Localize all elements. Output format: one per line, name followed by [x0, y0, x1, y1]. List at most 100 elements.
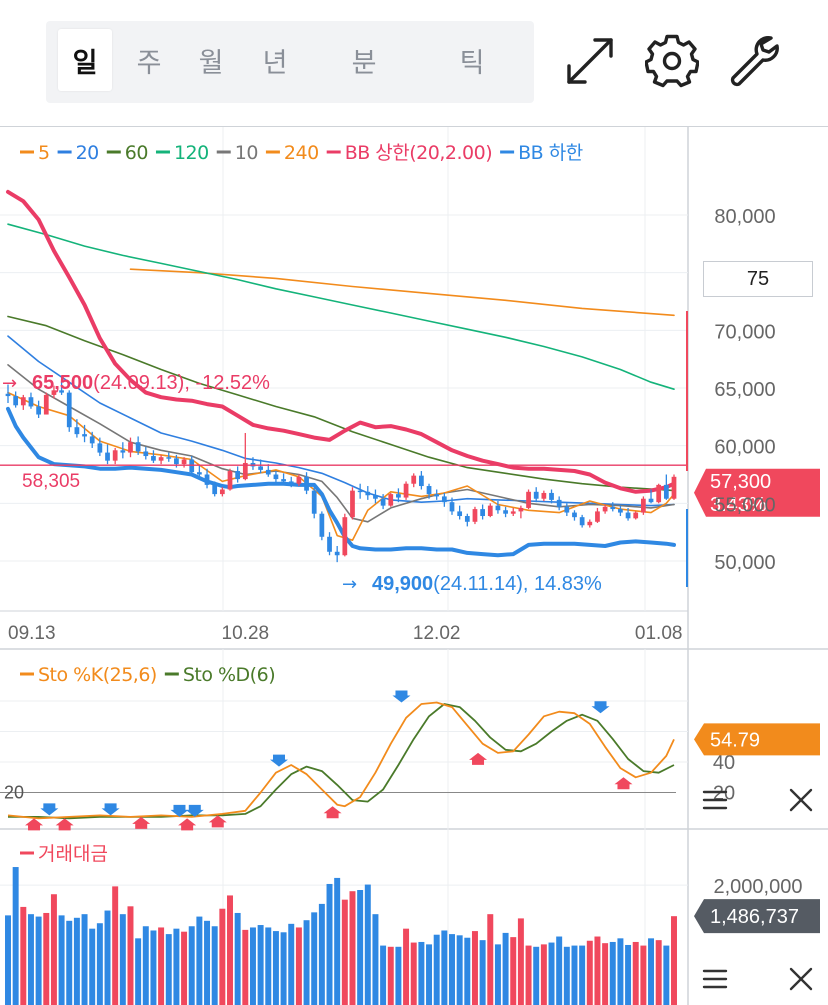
high-arrow-icon: → — [2, 373, 17, 394]
bb-upper-line — [6, 189, 676, 494]
candle-body — [281, 479, 286, 482]
stochastic-menu-icon[interactable] — [697, 782, 733, 818]
trading-value-menu-icon[interactable] — [697, 961, 733, 997]
candle-body — [28, 397, 34, 407]
candle — [663, 474, 669, 500]
trading-value-bar — [295, 927, 302, 1005]
golden-cross-marker — [25, 818, 44, 831]
candle — [602, 504, 608, 514]
candle — [304, 472, 309, 495]
trading-value-bar — [640, 945, 647, 1005]
trading-value-bar — [150, 930, 157, 1005]
candle-body — [572, 512, 577, 518]
candle-body — [579, 517, 585, 526]
candle-body — [13, 396, 19, 406]
candle — [97, 437, 103, 457]
candle — [197, 465, 202, 478]
candle — [342, 513, 348, 557]
high-price-detail: (24.09.13), -12.52% — [93, 372, 270, 394]
candle-body — [564, 506, 570, 513]
trading-value-bar — [395, 946, 402, 1005]
candle — [503, 506, 508, 518]
candle-body — [503, 510, 508, 514]
trading-value-bar — [586, 940, 593, 1005]
grid-lines — [0, 214, 688, 562]
gear-icon[interactable] — [644, 34, 700, 88]
price-legend-label: BB 하한 — [518, 142, 583, 164]
price-legend-item: BB 상한(20,2.00) — [326, 142, 493, 164]
trading-value-bar — [594, 936, 601, 1005]
trading-value-bar — [632, 941, 639, 1005]
trading-value-bar — [173, 928, 180, 1005]
tab-minute[interactable]: 분 — [351, 47, 377, 79]
candle — [105, 444, 110, 465]
candle — [327, 532, 332, 556]
candle — [281, 473, 286, 484]
trading-value-bar — [188, 926, 195, 1005]
trading-value-bar — [510, 937, 517, 1005]
candle-body — [181, 459, 187, 465]
date-axis-tick-label: 09.13 — [8, 623, 56, 644]
candle — [212, 481, 218, 497]
candle-body — [227, 471, 233, 490]
golden-cross-marker — [208, 815, 227, 828]
ma-period-input[interactable]: 75 — [703, 261, 813, 297]
candle — [143, 446, 149, 460]
candle — [610, 502, 616, 512]
trading-value-bar — [89, 928, 96, 1005]
candle — [89, 431, 95, 448]
candle-body — [235, 471, 241, 480]
trading-value-legend-item: 거래대금 — [20, 843, 108, 865]
trading-value-bar — [341, 899, 348, 1005]
tab-monthly[interactable]: 월 — [198, 47, 224, 79]
trading-value-bar — [494, 944, 501, 1005]
trading-value-bar — [533, 946, 540, 1005]
candle — [43, 392, 49, 415]
candle-body — [43, 394, 49, 415]
price-legend-label: 20 — [76, 142, 99, 164]
tab-tick[interactable]: 틱 — [459, 47, 485, 79]
price-legend-item: 10 — [216, 142, 258, 164]
candle — [5, 384, 11, 403]
tab-weekly[interactable]: 주 — [136, 47, 162, 79]
candle — [350, 487, 355, 520]
candle — [128, 437, 133, 458]
trading-value-bar — [326, 883, 333, 1005]
candle-body — [258, 466, 263, 470]
candle — [204, 468, 210, 489]
trading-value-bar — [517, 918, 524, 1005]
candle — [510, 507, 516, 517]
candle — [135, 436, 141, 455]
tab-yearly[interactable]: 년 — [262, 47, 288, 79]
candle-body — [288, 481, 294, 484]
candle — [311, 487, 317, 519]
ma240-line — [129, 268, 675, 317]
legends: 5 20 60 120 10 240 BB 상한(20,2.00) BB 하한 Sto %K(2… — [20, 142, 583, 865]
candle — [334, 546, 340, 563]
candle — [518, 505, 524, 519]
price-legend-label: 240 — [284, 142, 319, 164]
moving-average-lines — [6, 189, 676, 558]
candle-body — [5, 393, 11, 397]
candle — [227, 468, 233, 491]
candle-body — [411, 475, 417, 484]
price-legend-item: 120 — [155, 142, 209, 164]
candle-body — [495, 505, 501, 511]
expand-icon[interactable] — [563, 34, 617, 88]
candle-body — [595, 511, 600, 522]
trading-value-bar — [372, 914, 379, 1005]
candle — [595, 507, 600, 523]
wrench-icon[interactable] — [727, 34, 781, 88]
candle — [357, 483, 363, 499]
candle-body — [526, 491, 531, 508]
stochastic-close-icon[interactable] — [783, 782, 819, 818]
trading-value-bar — [671, 916, 677, 1005]
tab-daily[interactable]: 일 — [58, 29, 112, 91]
candle-body — [342, 517, 348, 556]
trading-value-close-icon[interactable] — [783, 961, 819, 997]
candle — [396, 488, 401, 503]
trading-value-bar — [12, 867, 19, 1005]
trading-value-bar — [73, 917, 80, 1005]
trading-value-bar — [303, 920, 310, 1005]
chart-toolbar: 일 주 월 년 분 틱 — [0, 0, 828, 126]
